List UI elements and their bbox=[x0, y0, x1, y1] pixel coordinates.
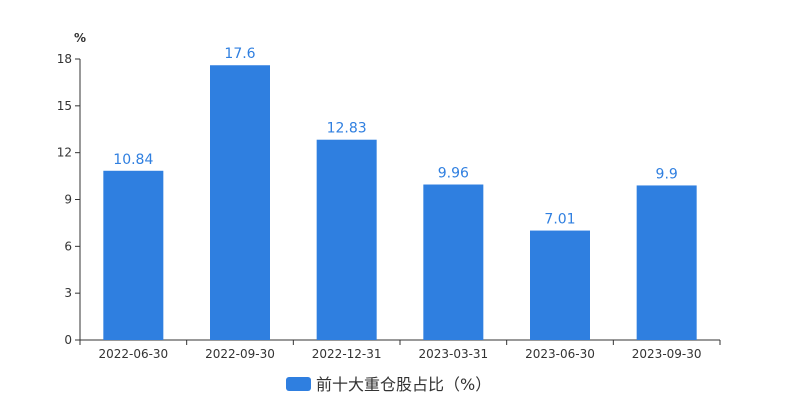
bar-value-label: 17.6 bbox=[224, 46, 255, 62]
bar[interactable] bbox=[316, 139, 377, 340]
y-tick-label: 9 bbox=[64, 193, 72, 207]
y-tick-label: 18 bbox=[57, 52, 72, 66]
legend-swatch bbox=[286, 377, 311, 391]
bar-value-label: 10.84 bbox=[113, 152, 153, 168]
bar-value-label: 12.83 bbox=[327, 121, 367, 137]
y-axis-ticks: 0 3 6 9 12 15 18 bbox=[57, 52, 80, 347]
x-tick-label: 2022-06-30 bbox=[98, 347, 168, 361]
y-tick-label: 3 bbox=[64, 286, 72, 300]
legend[interactable]: 前十大重仓股占比（%） bbox=[286, 375, 491, 394]
legend-label: 前十大重仓股占比（%） bbox=[316, 375, 491, 394]
x-tick-label: 2023-03-31 bbox=[418, 347, 488, 361]
bar[interactable] bbox=[103, 170, 164, 340]
bar[interactable] bbox=[210, 65, 270, 340]
bar[interactable] bbox=[530, 230, 590, 340]
y-tick-label: 15 bbox=[57, 99, 72, 113]
y-tick-label: 12 bbox=[57, 146, 72, 160]
data-labels: 10.84 17.6 12.83 9.96 7.01 9.9 bbox=[113, 46, 678, 227]
x-axis-ticks: 2022-06-30 2022-09-30 2022-12-31 2023-03-31… bbox=[79, 340, 721, 361]
bar[interactable] bbox=[423, 184, 484, 340]
x-tick-label: 2023-09-30 bbox=[632, 347, 702, 361]
y-unit-label: % bbox=[74, 31, 86, 45]
bar-value-label: 7.01 bbox=[544, 212, 575, 228]
x-tick-label: 2022-09-30 bbox=[205, 347, 275, 361]
bar-series bbox=[103, 65, 697, 340]
bar-value-label: 9.9 bbox=[656, 166, 678, 182]
x-tick-label: 2022-12-31 bbox=[312, 347, 382, 361]
y-tick-label: 0 bbox=[64, 333, 72, 347]
bar[interactable] bbox=[636, 185, 697, 340]
y-tick-label: 6 bbox=[64, 239, 72, 253]
bar-value-label: 9.96 bbox=[438, 166, 469, 182]
x-tick-label: 2023-06-30 bbox=[525, 347, 595, 361]
